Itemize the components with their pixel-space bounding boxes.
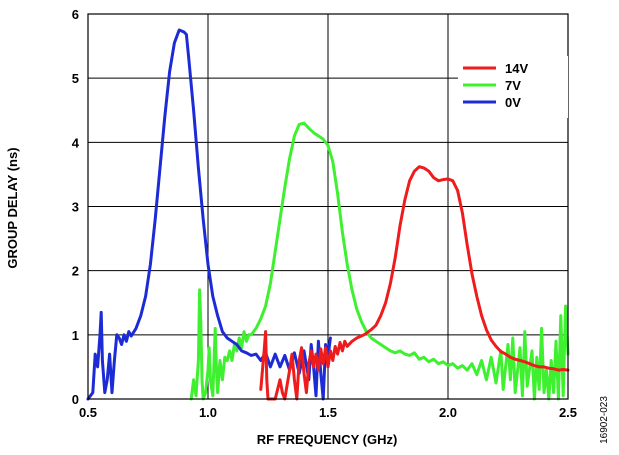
legend-label-0v: 0V (505, 95, 521, 110)
y-tick-label: 4 (72, 135, 80, 150)
legend-label-14v: 14V (505, 61, 528, 76)
x-tick-label: 2.0 (439, 405, 457, 420)
x-tick-label: 2.5 (559, 405, 577, 420)
y-tick-label: 1 (72, 328, 79, 343)
y-tick-label: 6 (72, 7, 79, 22)
y-tick-label: 0 (72, 392, 79, 407)
x-tick-label: 0.5 (79, 405, 97, 420)
figure-id: 16902-023 (599, 396, 610, 444)
y-tick-label: 2 (72, 264, 79, 279)
legend: 14V 7V 0V (458, 56, 568, 118)
x-axis-label: RF FREQUENCY (GHz) (257, 432, 398, 447)
x-tick-label: 1.0 (199, 405, 217, 420)
y-axis-label: GROUP DELAY (ns) (5, 147, 20, 268)
series-layer (86, 28, 570, 401)
y-tick-label: 3 (72, 200, 79, 215)
plot-frame (87, 13, 569, 400)
series-line-14v (259, 165, 570, 401)
y-tick-label: 5 (72, 71, 79, 86)
tick-labels: 0.5 1.0 1.5 2.0 2.5 0 1 2 3 4 5 6 (72, 7, 577, 420)
series-line-0v (86, 28, 332, 401)
x-tick-label: 1.5 (319, 405, 337, 420)
legend-label-7v: 7V (505, 78, 521, 93)
legend-background (458, 56, 568, 118)
